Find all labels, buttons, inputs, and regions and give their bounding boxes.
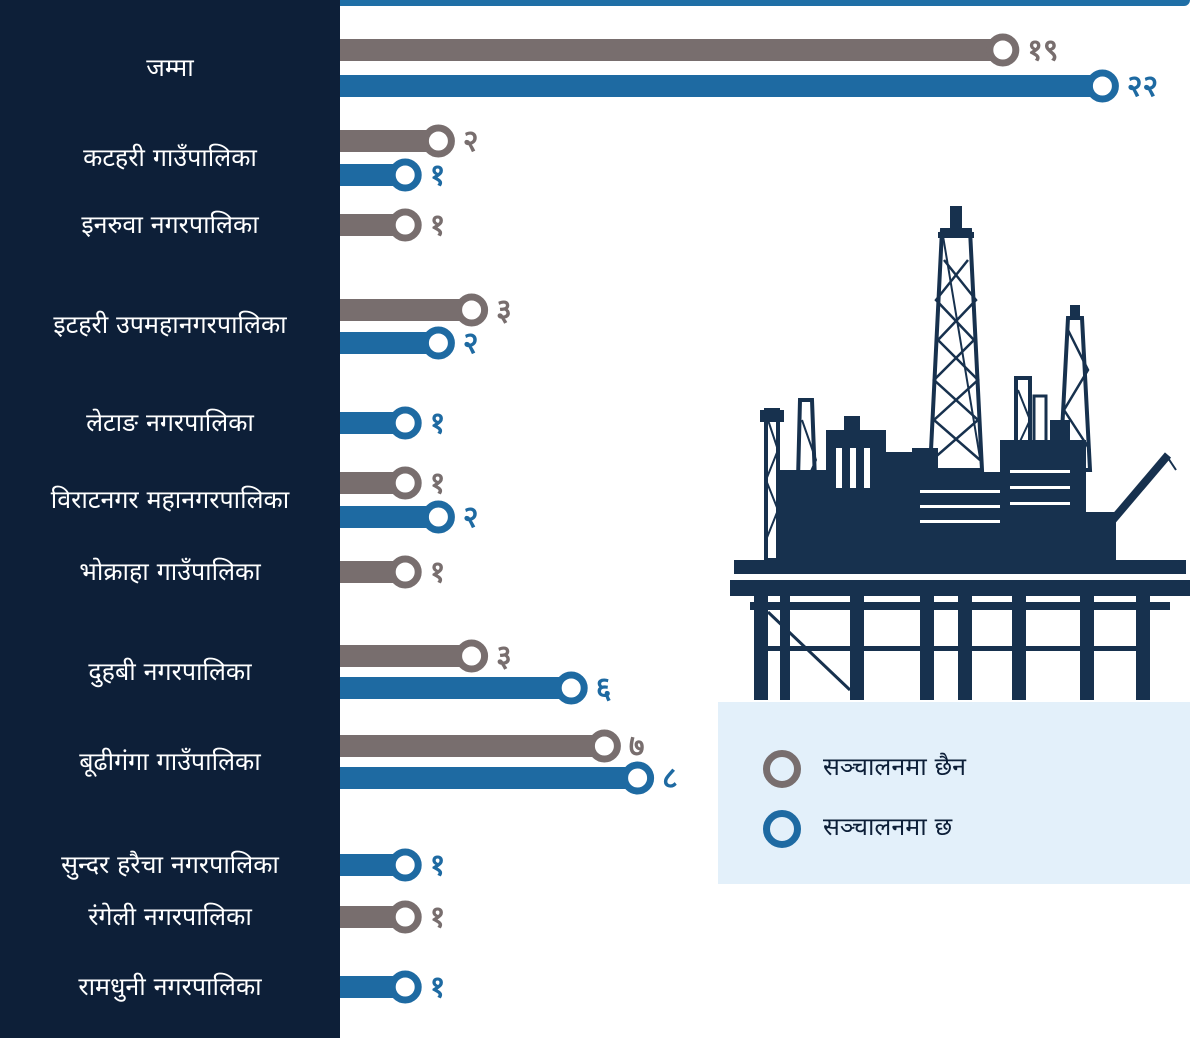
data-label: २ <box>463 124 479 159</box>
category-label: इटहरी उपमहानगरपालिका <box>53 310 287 339</box>
data-label: १ <box>430 900 446 935</box>
data-label: १ <box>430 406 446 441</box>
bar <box>340 677 572 699</box>
category-label: जम्मा <box>146 53 194 82</box>
data-label: १ <box>430 848 446 883</box>
data-label: २२ <box>1127 69 1158 104</box>
bar-end-marker <box>421 124 455 158</box>
blue-ring-icon <box>763 810 801 848</box>
legend: सञ्चालनमा छैन सञ्चालनमा छ <box>718 702 1190 884</box>
data-label: २ <box>463 326 479 361</box>
bar-end-marker <box>388 848 422 882</box>
bar-end-marker <box>421 326 455 360</box>
grey-ring-icon <box>763 750 801 788</box>
data-label: ६ <box>596 671 612 706</box>
data-label: १ <box>430 158 446 193</box>
bar-end-marker <box>621 761 655 795</box>
category-label: सुन्दर हरैचा नगरपालिका <box>61 850 279 879</box>
bar-end-marker <box>1085 69 1119 103</box>
category-label: रामधुनी नगरपालिका <box>78 972 262 1001</box>
data-label: ३ <box>496 293 512 328</box>
legend-label-not-operating: सञ्चालनमा छैन <box>823 752 967 781</box>
bar <box>340 214 406 236</box>
bar <box>340 332 439 354</box>
bar-end-marker <box>421 500 455 534</box>
bar <box>340 767 638 789</box>
bar <box>340 561 406 583</box>
bar <box>340 472 406 494</box>
bar-end-marker <box>388 466 422 500</box>
category-label: भोक्राहा गाउँपालिका <box>79 557 261 586</box>
data-label: १ <box>430 208 446 243</box>
bar-end-marker <box>388 900 422 934</box>
bar-end-marker <box>455 293 489 327</box>
bar <box>340 164 406 186</box>
category-label: इनरुवा नगरपालिका <box>81 210 259 239</box>
bar-end-marker <box>388 970 422 1004</box>
category-label-panel <box>0 0 340 1038</box>
bar-end-marker <box>388 208 422 242</box>
bar-end-marker <box>388 406 422 440</box>
bar-end-marker <box>587 729 621 763</box>
category-label: दुहबी नगरपालिका <box>88 657 252 686</box>
data-label: ३ <box>496 639 512 674</box>
bar-end-marker <box>554 671 588 705</box>
bar <box>340 412 406 434</box>
data-label: ७ <box>629 729 645 764</box>
bar <box>340 976 406 998</box>
legend-label-operating: सञ्चालनमा छ <box>823 812 953 841</box>
bar-end-marker <box>388 158 422 192</box>
bar-end-marker <box>388 555 422 589</box>
top-accent-bar <box>340 0 1190 6</box>
bar <box>340 854 406 876</box>
oil-rig-icon <box>730 206 1190 700</box>
data-label: १ <box>430 555 446 590</box>
data-label: १९ <box>1027 33 1058 68</box>
bar <box>340 506 439 528</box>
data-label: २ <box>463 500 479 535</box>
bar <box>340 645 472 667</box>
bar <box>340 906 406 928</box>
bar <box>340 75 1103 97</box>
bar <box>340 299 472 321</box>
category-label: बूढीगंगा गाउँपालिका <box>79 747 261 776</box>
category-label: कटहरी गाउँपालिका <box>83 143 257 172</box>
category-label: रंगेली नगरपालिका <box>88 902 252 931</box>
data-label: १ <box>430 466 446 501</box>
bar-end-marker <box>986 33 1020 67</box>
bar <box>340 735 605 757</box>
bar <box>340 39 1003 61</box>
bar-end-marker <box>455 639 489 673</box>
data-label: ८ <box>662 761 678 796</box>
category-label: विराटनगर महानगरपालिका <box>50 485 290 514</box>
data-label: १ <box>430 970 446 1005</box>
bar <box>340 130 439 152</box>
category-label: लेटाङ नगरपालिका <box>86 408 254 437</box>
